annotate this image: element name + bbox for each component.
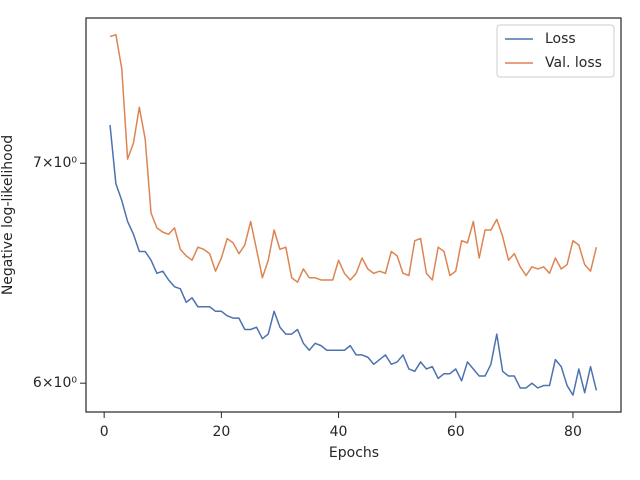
- line-series: [109, 124, 598, 396]
- legend-box: [496, 24, 615, 78]
- x-axis-label: Epochs: [329, 445, 379, 461]
- legend-label: Val. loss: [545, 55, 602, 71]
- legend-label: Loss: [545, 31, 576, 47]
- x-tick-label: 40: [330, 424, 348, 440]
- x-tick-label: 0: [100, 424, 109, 440]
- x-tick-label: 20: [212, 424, 230, 440]
- y-tick-label: 7×10⁰: [33, 155, 77, 171]
- y-tick-label: 6×10⁰: [33, 375, 77, 391]
- x-tick-label: 80: [564, 424, 582, 440]
- line-series: [109, 33, 598, 283]
- y-axis-label: Negative log-likelihood: [0, 135, 16, 295]
- x-tick-label: 60: [447, 424, 465, 440]
- axes-frame: [85, 17, 622, 413]
